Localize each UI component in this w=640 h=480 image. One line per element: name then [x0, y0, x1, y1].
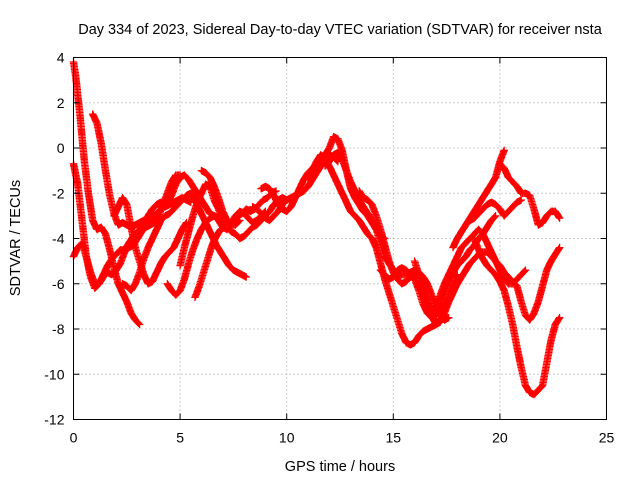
- x-axis-label: GPS time / hours: [285, 459, 395, 475]
- x-tick-label: 20: [492, 430, 508, 446]
- data-series-track-2: [88, 110, 195, 232]
- y-tick-label: -2: [52, 185, 65, 201]
- data-series-track-8: [176, 180, 291, 270]
- x-tick-label: 10: [279, 430, 295, 446]
- y-tick-label: 2: [57, 95, 65, 111]
- data-series-track-5: [110, 193, 191, 288]
- y-tick-label: 0: [57, 140, 65, 156]
- y-tick-label: -8: [52, 321, 65, 337]
- y-tick-label: 4: [57, 50, 65, 66]
- y-tick-label: -4: [52, 231, 65, 247]
- x-tick-label: 15: [386, 430, 402, 446]
- data-series-track-12: [257, 132, 389, 243]
- y-tick-label: -12: [44, 412, 64, 428]
- axis-ticks: 0 5 10 15 20 25 -12 -10 -8 -6 -4 -2 0 2 4: [44, 50, 614, 446]
- data-series-track-10: [197, 166, 244, 229]
- data-series-track-21: [496, 159, 564, 229]
- data-series-track-22: [470, 234, 564, 399]
- y-axis-label: SDTVAR / TECUs: [8, 180, 24, 296]
- x-tick-label: 5: [176, 430, 184, 446]
- data-series-track-20: [461, 196, 526, 229]
- y-tick-label: -10: [44, 366, 64, 382]
- series-group: [69, 58, 564, 399]
- y-tick-label: -6: [52, 276, 65, 292]
- x-tick-label: 25: [599, 430, 615, 446]
- data-series-track-18: [410, 225, 530, 315]
- data-series-track-13: [304, 150, 445, 349]
- chart-title: Day 334 of 2023, Sidereal Day-to-day VTE…: [78, 22, 602, 38]
- x-tick-label: 0: [70, 430, 78, 446]
